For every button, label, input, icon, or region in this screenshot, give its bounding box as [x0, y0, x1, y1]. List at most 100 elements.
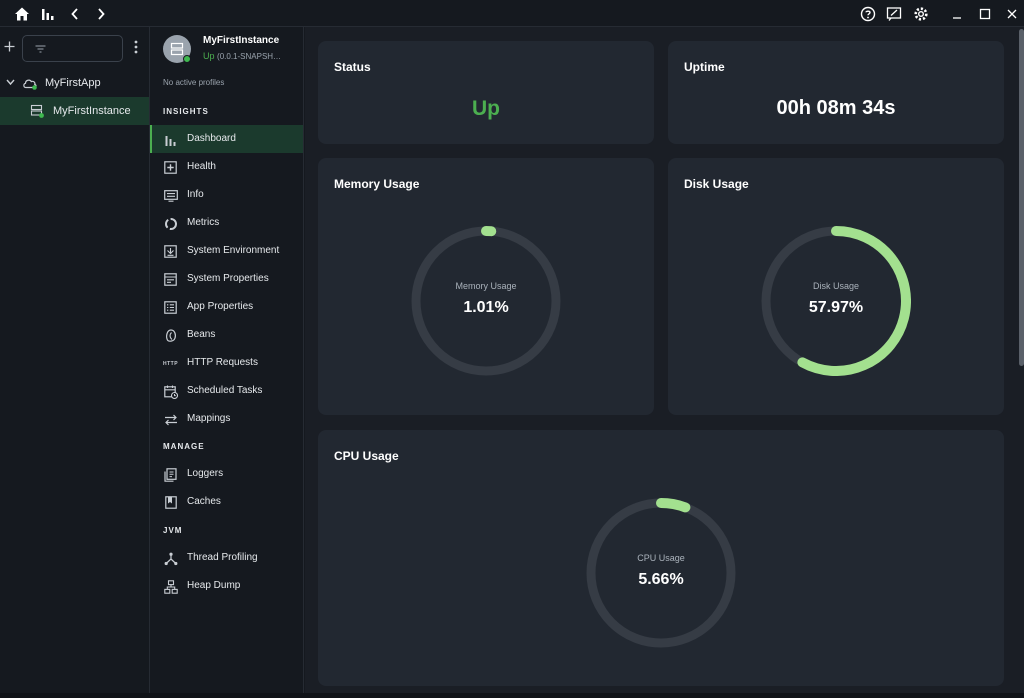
app-properties-icon	[163, 300, 178, 315]
donut-chart-icon	[163, 216, 178, 231]
nav-item-label: Beans	[187, 329, 216, 340]
system-environment-icon	[163, 244, 178, 259]
filter-icon	[35, 45, 46, 53]
gauge-value: 5.66%	[638, 571, 683, 588]
gauge-value: 1.01%	[463, 299, 508, 316]
disk-usage-card: Disk Usage Disk Usage 57.97%	[668, 158, 1004, 415]
server-icon	[170, 42, 184, 56]
section-title-insights: INSIGHTS	[163, 107, 209, 116]
memory-gauge: Memory Usage 1.01%	[411, 226, 561, 376]
nav-item-label: System Properties	[187, 273, 269, 284]
health-plus-icon	[163, 160, 178, 175]
more-options-icon[interactable]	[130, 40, 142, 54]
filter-input[interactable]	[22, 35, 123, 62]
nav-item-dashboard[interactable]: Dashboard	[150, 125, 303, 153]
profiles-text: No active profiles	[163, 78, 225, 87]
calendar-clock-icon	[163, 384, 178, 399]
status-dot	[183, 55, 191, 63]
http-icon: HTTP	[162, 360, 179, 367]
nav-item-label: Scheduled Tasks	[187, 385, 263, 396]
bean-icon	[163, 328, 178, 343]
help-icon[interactable]	[858, 4, 878, 24]
swap-arrows-icon	[163, 412, 178, 427]
nav-item-app-properties[interactable]: App Properties	[150, 293, 303, 321]
nav-item-http-requests[interactable]: HTTP HTTP Requests	[150, 349, 303, 377]
gauge-label: Disk Usage	[813, 281, 859, 291]
nav-item-label: Health	[187, 161, 216, 172]
scrollbar-thumb[interactable]	[1019, 29, 1024, 366]
nav-item-label: Loggers	[187, 468, 224, 479]
nav-item-info[interactable]: Info	[150, 181, 303, 209]
forward-arrow-icon[interactable]	[91, 4, 111, 24]
bar-chart-icon	[163, 132, 178, 147]
cache-icon	[163, 495, 178, 510]
instance-name: MyFirstInstance	[203, 35, 280, 46]
window-bottom-edge	[0, 693, 1024, 698]
uptime-card: Uptime 00h 08m 34s	[668, 41, 1004, 144]
nav-item-label: Info	[187, 189, 204, 200]
tree-item-label: MyFirstApp	[45, 77, 101, 89]
minimize-icon[interactable]	[947, 4, 967, 24]
nav-item-system-environment[interactable]: System Environment	[150, 237, 303, 265]
nav-item-beans[interactable]: Beans	[150, 321, 303, 349]
nav-item-system-properties[interactable]: System Properties	[150, 265, 303, 293]
nav-item-label: Dashboard	[187, 133, 236, 144]
info-card-icon	[163, 188, 178, 203]
tree-item-myfirstapp[interactable]: MyFirstApp	[0, 69, 149, 97]
gauge-value: 57.97%	[809, 299, 863, 316]
disk-gauge: Disk Usage 57.97%	[761, 226, 911, 376]
tree-item-label: MyFirstInstance	[53, 105, 131, 117]
status-value: Up	[472, 97, 500, 120]
chevron-down-icon[interactable]	[6, 79, 15, 86]
instance-status-up: Up	[203, 51, 215, 61]
nav-item-caches[interactable]: Caches	[150, 488, 303, 516]
dashboard-main: Status Up Uptime 00h 08m 34s Memory Usag…	[305, 27, 1019, 693]
nav-item-label: App Properties	[187, 301, 254, 312]
status-card: Status Up	[318, 41, 654, 144]
nav-item-label: Mappings	[187, 413, 231, 424]
add-icon[interactable]	[3, 40, 16, 53]
feedback-icon[interactable]	[884, 4, 904, 24]
thread-tree-icon	[163, 551, 178, 566]
nav-item-label: Thread Profiling	[187, 552, 258, 563]
app-tree-panel: MyFirstApp MyFirstInstance	[0, 27, 150, 693]
card-title: Memory Usage	[334, 177, 420, 191]
nav-item-mappings[interactable]: Mappings	[150, 405, 303, 433]
memory-usage-card: Memory Usage Memory Usage 1.01%	[318, 158, 654, 415]
instance-version: (0.0.1-SNAPSH…	[217, 52, 282, 61]
nav-item-label: System Environment	[187, 245, 280, 256]
gauge-label: Memory Usage	[455, 281, 516, 291]
section-title-manage: MANAGE	[163, 442, 205, 451]
bar-chart-icon[interactable]	[38, 4, 58, 24]
nav-item-heap-dump[interactable]: Heap Dump	[150, 572, 303, 600]
card-title: CPU Usage	[334, 449, 399, 463]
nav-item-thread-profiling[interactable]: Thread Profiling	[150, 544, 303, 572]
gauge-label: CPU Usage	[637, 553, 685, 563]
gauge-arc	[797, 226, 911, 376]
uptime-value: 00h 08m 34s	[776, 97, 896, 119]
heap-dump-icon	[163, 579, 178, 594]
section-title-jvm: JVM	[163, 526, 183, 535]
home-icon[interactable]	[12, 4, 32, 24]
instance-status: Up (0.0.1-SNAPSH…	[203, 51, 281, 61]
close-icon[interactable]	[1002, 4, 1022, 24]
settings-gear-icon[interactable]	[911, 4, 931, 24]
nav-item-label: HTTP Requests	[187, 357, 258, 368]
nav-item-label: Heap Dump	[187, 580, 241, 591]
cpu-usage-card: CPU Usage CPU Usage 5.66%	[318, 430, 1004, 686]
loggers-icon	[163, 467, 178, 482]
nav-item-health[interactable]: Health	[150, 153, 303, 181]
nav-item-scheduled-tasks[interactable]: Scheduled Tasks	[150, 377, 303, 405]
cloud-icon	[23, 79, 37, 90]
maximize-icon[interactable]	[975, 4, 995, 24]
card-title: Disk Usage	[684, 177, 749, 191]
nav-item-label: Caches	[187, 496, 221, 507]
card-title: Status	[334, 60, 371, 74]
title-bar	[0, 0, 1024, 27]
tree-item-myfirstinstance[interactable]: MyFirstInstance	[0, 97, 149, 125]
nav-item-metrics[interactable]: Metrics	[150, 209, 303, 237]
cpu-gauge: CPU Usage 5.66%	[586, 498, 736, 648]
nav-item-loggers[interactable]: Loggers	[150, 460, 303, 488]
gauge-arc	[656, 498, 691, 513]
back-arrow-icon[interactable]	[65, 4, 85, 24]
